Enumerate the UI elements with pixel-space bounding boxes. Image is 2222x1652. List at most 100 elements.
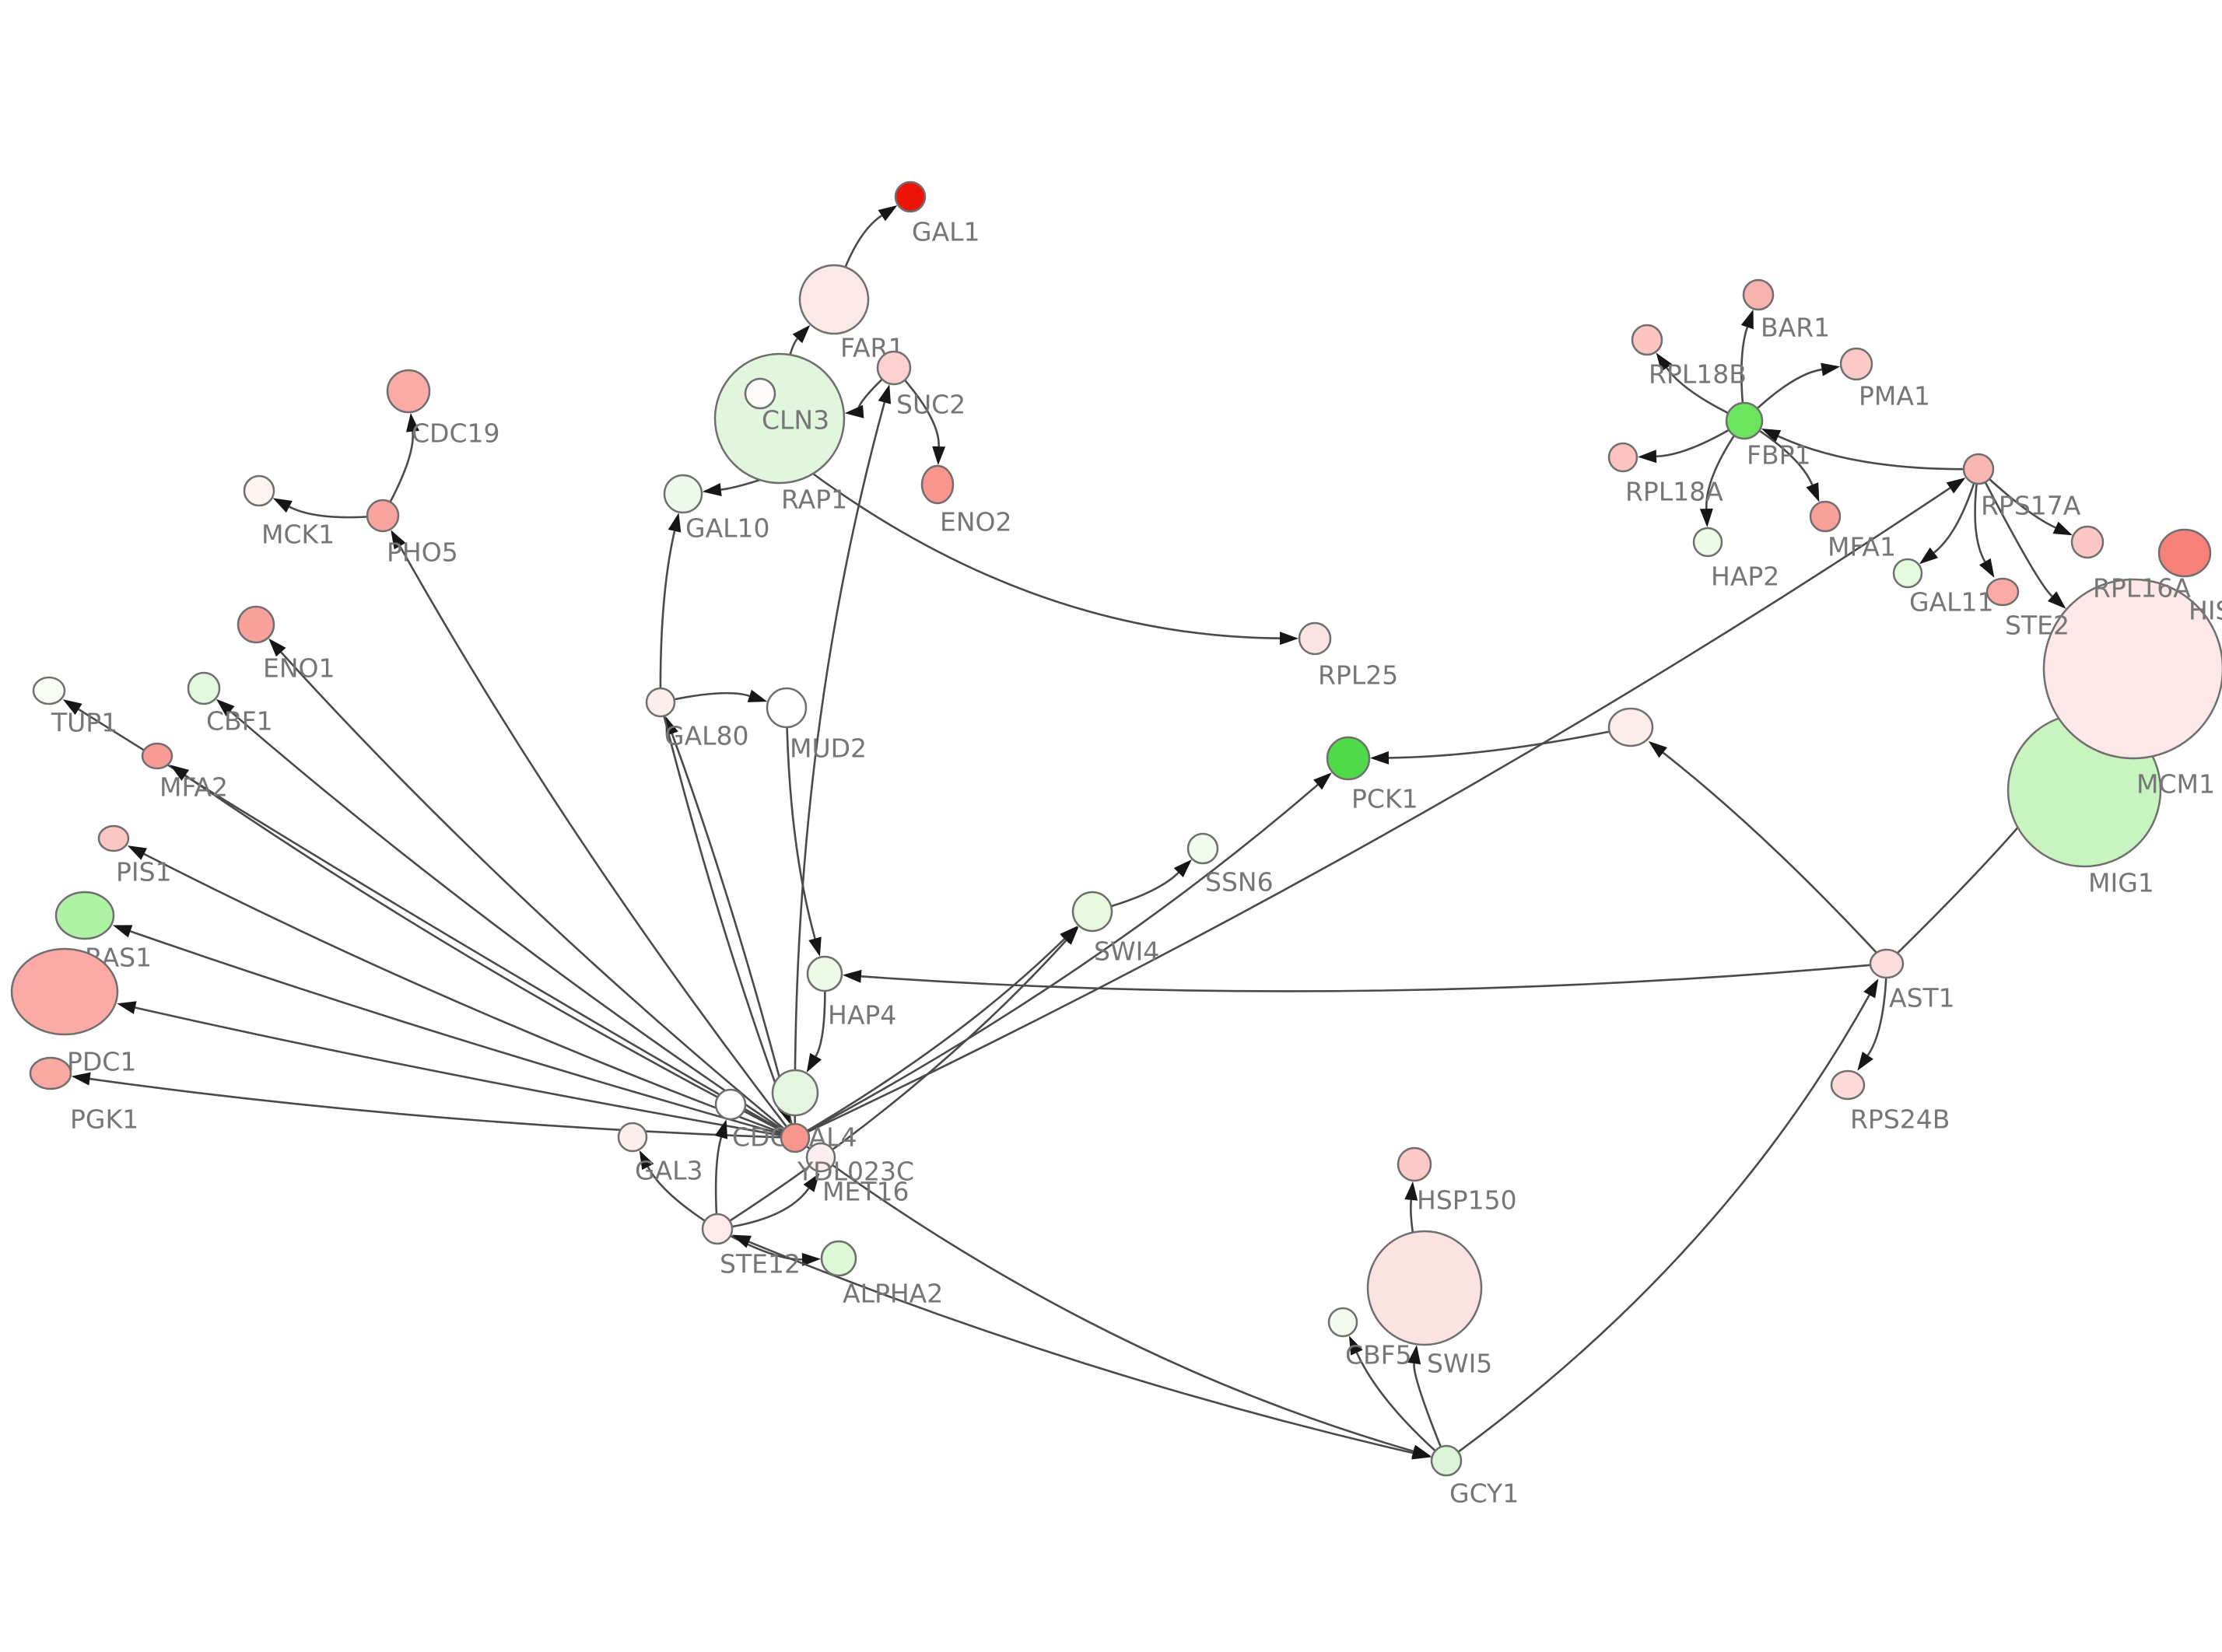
node-shape-pis1[interactable] (97, 824, 130, 852)
node-cbf1[interactable]: CBF1 (187, 671, 273, 736)
node-shape-gal11[interactable] (1892, 558, 1923, 589)
node-swi4[interactable]: SWI4 (1071, 891, 1159, 966)
edge-pho5-mck1[interactable] (272, 498, 384, 519)
node-ste12[interactable]: STE12 (701, 1213, 801, 1279)
edge-pink1-pck1[interactable] (1369, 726, 1631, 765)
node-his4[interactable]: HIS4 (2157, 528, 2222, 625)
node-shape-swi5[interactable] (1366, 1230, 1483, 1346)
node-shape-alpha2[interactable] (820, 1240, 857, 1277)
edge-rps17a-mcm1[interactable] (1977, 468, 2066, 609)
node-mfa1[interactable]: MFA1 (1809, 500, 1896, 562)
node-shape-fbp1[interactable] (1725, 401, 1764, 440)
node-shape-pma1[interactable] (1839, 347, 1873, 381)
node-shape-gcy1[interactable] (1430, 1444, 1463, 1477)
node-shape-rpl18a[interactable] (1607, 442, 1638, 473)
edge-gcy1-cbf5[interactable] (1348, 1335, 1447, 1461)
node-shape-rps24b[interactable] (1830, 1069, 1866, 1101)
node-gal1[interactable]: GAL1 (894, 180, 980, 247)
node-ast1[interactable]: AST1 (1869, 948, 1955, 1013)
edge-gal4-gcy1[interactable] (794, 1136, 1432, 1458)
edge-ast1-pink1[interactable] (1648, 740, 1887, 964)
node-pck1[interactable]: PCK1 (1326, 736, 1418, 814)
node-ste2[interactable]: STE2 (1985, 577, 2070, 640)
edge-gal4-eno1[interactable] (268, 638, 796, 1139)
node-shape-cbf5[interactable] (1327, 1307, 1358, 1338)
node-rps24b[interactable]: RPS24B (1830, 1069, 1950, 1134)
node-shape-mud2[interactable] (766, 687, 808, 729)
node-shape-ssn6[interactable] (1186, 832, 1219, 865)
edge-gal4-pgk1[interactable] (71, 1072, 796, 1139)
node-gal3[interactable]: GAL3 (617, 1122, 703, 1185)
node-bar1[interactable]: BAR1 (1742, 278, 1830, 342)
edge-gal80-mud2[interactable] (660, 689, 768, 704)
node-rpl25[interactable]: RPL25 (1298, 621, 1398, 690)
node-shape-pho5[interactable] (366, 499, 400, 533)
node-gcy1[interactable]: GCY1 (1430, 1444, 1519, 1508)
edge-gal4-pdc1[interactable] (117, 1001, 796, 1139)
edge-gal4-tup1[interactable] (62, 699, 796, 1139)
node-green1[interactable] (771, 1069, 819, 1117)
node-gal80[interactable]: GAL80 (645, 687, 749, 751)
node-shape-pdc1[interactable] (10, 947, 119, 1036)
node-hap2[interactable]: HAP2 (1692, 527, 1779, 591)
node-shape-blank1[interactable] (744, 377, 776, 410)
node-shape-gal1[interactable] (894, 180, 927, 213)
node-shape-suc2[interactable] (876, 350, 912, 386)
node-shape-pink1[interactable] (1607, 707, 1654, 747)
node-met16[interactable]: MET16 (822, 1176, 909, 1206)
edge-gcy1-swi5[interactable] (1407, 1345, 1448, 1461)
node-gal10[interactable]: GAL10 (663, 474, 770, 543)
node-pma1[interactable]: PMA1 (1839, 347, 1930, 411)
node-shape-gal80[interactable] (645, 687, 676, 718)
node-shape-ste2[interactable] (1985, 577, 2020, 607)
node-shape-hsp150[interactable] (1397, 1146, 1432, 1182)
node-rps17a[interactable]: RPS17A (1962, 453, 2081, 520)
node-swi5[interactable]: SWI5 (1366, 1230, 1492, 1378)
node-blank1[interactable] (744, 377, 776, 410)
edge-gal4-pho5[interactable] (391, 530, 797, 1139)
node-shape-tup1[interactable] (32, 676, 66, 705)
node-eno2[interactable]: ENO2 (920, 464, 1012, 537)
node-alpha2[interactable]: ALPHA2 (820, 1240, 943, 1308)
node-shape-mfa1[interactable] (1809, 500, 1842, 533)
node-mcm1[interactable]: MCM1 (2042, 578, 2222, 799)
edge-ste12-swi4[interactable] (717, 926, 1079, 1230)
node-ydl023c[interactable]: YDL023C (797, 1142, 914, 1186)
node-shape-hap4[interactable] (806, 955, 843, 992)
edge-gal4-mfa2[interactable] (170, 765, 796, 1139)
node-fbp1[interactable]: FBP1 (1725, 401, 1811, 470)
node-rpl16a[interactable]: RPL16A (2070, 525, 2191, 603)
node-mck1[interactable]: MCK1 (243, 474, 335, 549)
node-cln3[interactable]: CLN3 (713, 352, 846, 485)
edge-rps17a-fbp1[interactable] (1761, 428, 1979, 471)
node-shape-cdc19[interactable] (386, 369, 431, 414)
edge-ast1-hap4[interactable] (842, 962, 1887, 992)
node-shape-gal10[interactable] (663, 474, 703, 514)
node-shape-rps17a[interactable] (1962, 453, 1995, 485)
edge-ste12-cdc6[interactable] (714, 1119, 728, 1230)
node-cdc19[interactable]: CDC19 (386, 369, 500, 448)
node-rpl18b[interactable]: RPL18B (1631, 324, 1747, 389)
node-shape-rpl25[interactable] (1298, 621, 1332, 656)
edge-gal4-swi4[interactable] (794, 926, 1078, 1139)
node-hsp150[interactable]: HSP150 (1397, 1146, 1517, 1215)
node-mud2[interactable]: MUD2 (766, 687, 867, 763)
node-shape-rpl18b[interactable] (1631, 324, 1663, 356)
node-shape-pck1[interactable] (1326, 736, 1371, 781)
edge-gal4-cbf1[interactable] (216, 698, 796, 1139)
node-mfa2[interactable]: MFA2 (141, 742, 228, 802)
node-shape-mcm1[interactable] (2042, 578, 2222, 760)
node-shape-rpl16a[interactable] (2070, 525, 2105, 559)
node-ras1[interactable]: RAS1 (54, 891, 152, 972)
edge-rap1-rpl25[interactable] (801, 464, 1299, 646)
node-shape-green1[interactable] (771, 1069, 819, 1117)
edge-ast1-rps24b[interactable] (1857, 963, 1888, 1071)
edge-gal4-suc2[interactable] (794, 384, 892, 1139)
node-rap1[interactable]: RAP1 (781, 484, 847, 514)
node-shape-ast1[interactable] (1869, 948, 1905, 979)
node-shape-eno2[interactable] (920, 464, 955, 505)
node-gal4[interactable] (780, 1122, 811, 1153)
node-shape-ras1[interactable] (54, 891, 115, 940)
node-shape-ydl023c[interactable] (805, 1142, 836, 1173)
edge-gcy1-ast1[interactable] (1446, 978, 1879, 1462)
